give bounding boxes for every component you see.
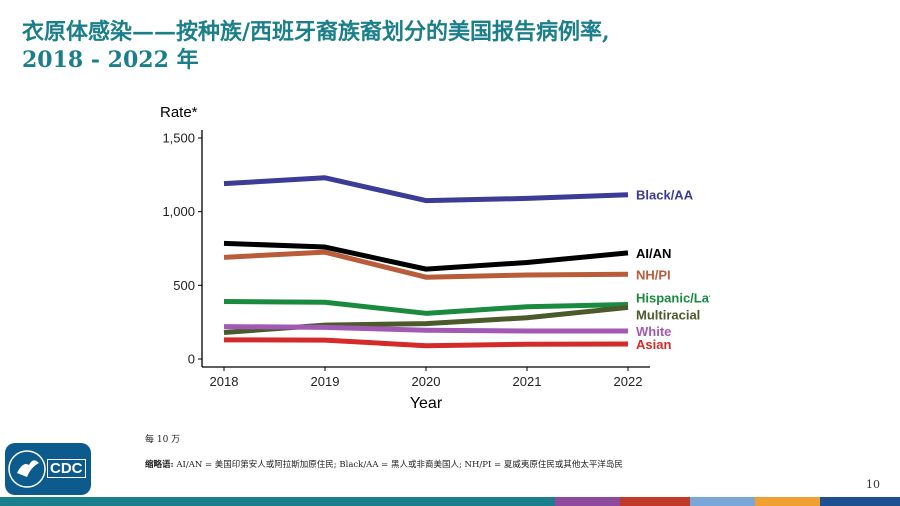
stripe-segment: [0, 497, 555, 506]
footnote: 每 10 万: [145, 435, 181, 445]
page-number: 10: [866, 478, 880, 491]
series-label: Black/AA: [636, 188, 694, 203]
slide-title: 衣原体感染——按种族/西班牙裔族裔划分的美国报告病例率, 2018 - 2022…: [22, 18, 882, 74]
series-line-hispanic-latino: [223, 299, 629, 316]
title-line-1: 衣原体感染——按种族/西班牙裔族裔划分的美国报告病例率,: [22, 19, 610, 45]
stripe-segment: [620, 497, 690, 506]
series-line-nh-pi: [223, 249, 629, 280]
x-tick-label: 2022: [614, 374, 643, 389]
y-tick-label: 500: [173, 278, 195, 293]
series-label: Multiracial: [636, 307, 700, 322]
x-tick-label: 2021: [513, 374, 542, 389]
series-label: Asian: [636, 337, 671, 352]
x-axis-label: Year: [410, 395, 443, 412]
abbreviations-label: 缩略语:: [145, 460, 174, 470]
cdc-logo: CDC: [5, 443, 91, 495]
abbreviations-text: AI/AN = 美国印第安人或阿拉斯加原住民; Black/AA = 黑人或非裔…: [176, 460, 623, 470]
stripe-segment: [555, 497, 620, 506]
y-tick-label: 1,500: [162, 131, 195, 146]
x-tick-label: 2018: [210, 374, 239, 389]
stripe-segment: [690, 497, 755, 506]
bottom-color-stripe: [0, 497, 900, 506]
stripe-segment: [755, 497, 820, 506]
series-line-white: [223, 324, 628, 334]
series-label: NH/PI: [636, 267, 671, 282]
series-label: AI/AN: [636, 246, 671, 261]
series-label: Hispanic/Latino: [636, 290, 710, 305]
stripe-segment: [820, 497, 900, 506]
line-chart: Rate* 0 500 1,000 1,500 2018 2019 2020 2021 2022 Y…: [160, 104, 710, 412]
x-tick-label: 2019: [311, 374, 340, 389]
cdc-logo-text: CDC: [47, 459, 86, 478]
series-label: White: [636, 324, 671, 339]
x-tick-label: 2020: [412, 374, 441, 389]
y-tick-label: 1,000: [162, 204, 195, 219]
series-line-ai-an: [223, 240, 629, 272]
series-line-black-aa: [223, 175, 629, 204]
series-line-asian: [223, 337, 629, 349]
hhs-eagle-icon: [8, 450, 46, 488]
y-tick-label: 0: [188, 352, 195, 367]
y-axis-label: Rate*: [160, 104, 198, 121]
abbreviations: 缩略语: AI/AN = 美国印第安人或阿拉斯加原住民; Black/AA = …: [145, 458, 623, 470]
title-line-2: 2018 - 2022 年: [22, 47, 199, 73]
